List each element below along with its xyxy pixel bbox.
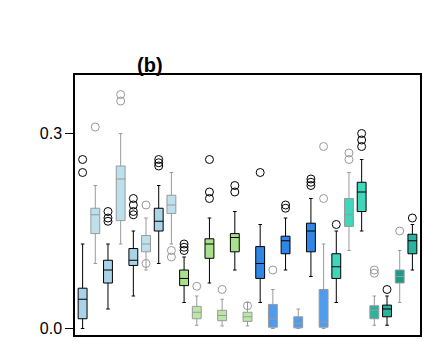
- svg-text:0.3: 0.3: [40, 125, 62, 142]
- svg-text:0.0: 0.0: [40, 320, 62, 337]
- svg-text:(b): (b): [137, 54, 163, 76]
